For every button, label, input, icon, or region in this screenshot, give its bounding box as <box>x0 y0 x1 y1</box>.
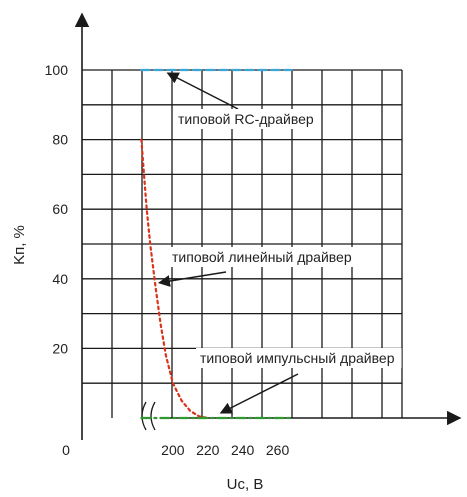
annotation-arrow <box>157 271 227 288</box>
axis-break-mark <box>141 401 147 431</box>
annotation-arrow <box>219 373 299 414</box>
y-tick-label: 80 <box>52 132 68 148</box>
annotation-arrow <box>166 72 239 110</box>
axis-break-mark <box>150 401 156 431</box>
annotation-background <box>174 109 319 129</box>
y-tick-label: 20 <box>52 340 68 356</box>
x-tick-label: 240 <box>231 442 255 458</box>
x-axis-title: Uc, В <box>227 476 264 493</box>
annotation-background <box>168 247 359 267</box>
annotation-label: типовой линейный драйвер <box>172 249 352 265</box>
y-axis-title: Kп, % <box>11 225 28 265</box>
x-origin-label: 0 <box>62 442 70 458</box>
y-tick-label: 40 <box>52 271 68 287</box>
x-tick-label: 200 <box>161 442 185 458</box>
y-tick-label: 60 <box>52 201 68 217</box>
x-tick-label: 220 <box>196 442 220 458</box>
axes <box>74 12 462 440</box>
y-tick-label: 100 <box>45 62 69 78</box>
x-tick-label: 260 <box>266 442 290 458</box>
series-line <box>140 138 209 420</box>
tick-labels: 20 40 60 80 100 200 220 240 260 <box>45 62 290 458</box>
annotations: типовой RC-драйвер типовой линейный драйв… <box>157 72 402 414</box>
annotation-label: типовой импульсный драйвер <box>200 350 395 366</box>
series-layer <box>140 68 293 420</box>
annotation-background <box>196 348 402 368</box>
annotation-label: типовой RC-драйвер <box>178 111 314 127</box>
